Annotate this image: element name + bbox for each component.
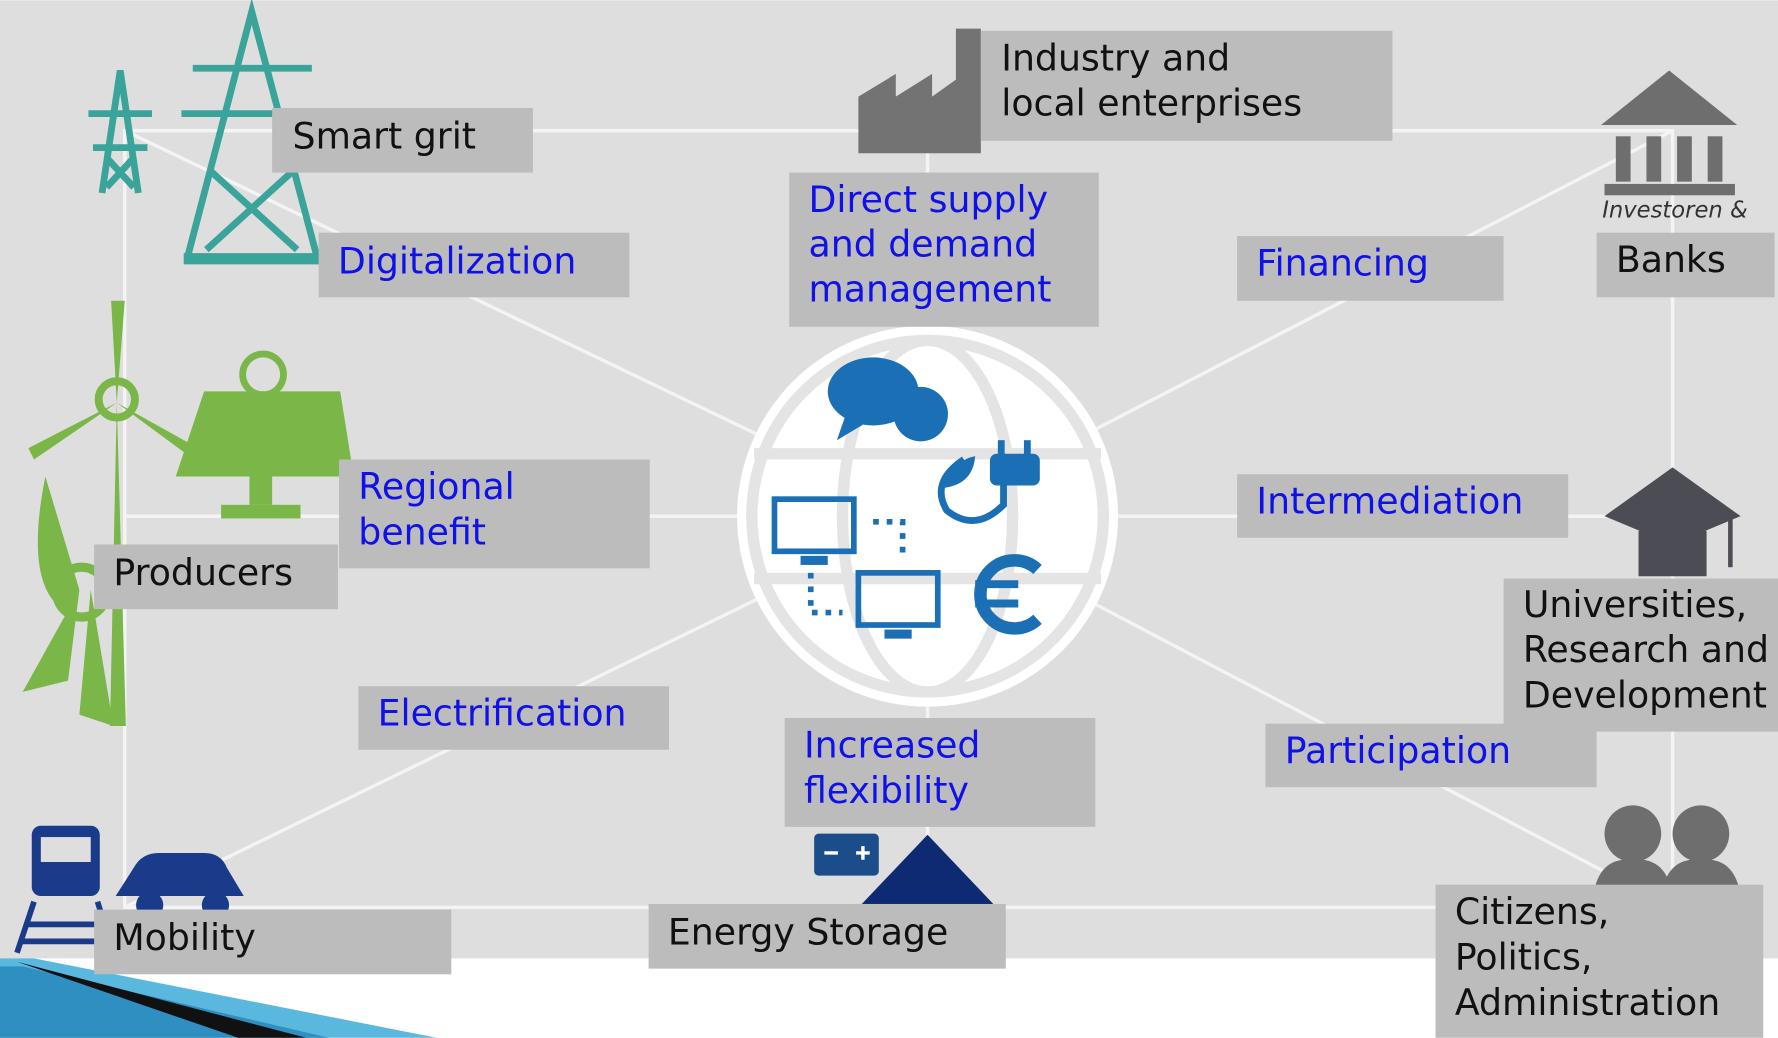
stakeholder-label: Banks: [1616, 238, 1726, 281]
train-window: [41, 837, 91, 862]
plug-pin: [998, 440, 1005, 456]
plug-icon: [990, 454, 1040, 486]
person-head: [1673, 805, 1730, 862]
stakeholder-label: Energy Storage: [668, 911, 948, 954]
stakeholder-label: Producers: [113, 551, 293, 594]
stakeholder-label: Industry and: [1001, 36, 1230, 79]
function-label: Digitalization: [338, 239, 576, 282]
bank-base: [1605, 184, 1735, 195]
function-label: Regional: [358, 465, 514, 508]
diagram: Investoren &: [0, 0, 1778, 1038]
stakeholder-label: Administration: [1455, 981, 1720, 1024]
stakeholder-label: Citizens,: [1455, 890, 1609, 933]
stakeholder-label: Universities,: [1523, 583, 1747, 626]
function-label: Direct supply: [808, 178, 1048, 221]
bank-column: [1708, 136, 1723, 181]
monitor-stand: [884, 630, 911, 639]
plug-pin: [1024, 440, 1031, 456]
globe: [737, 326, 1118, 707]
bank-column: [1677, 136, 1692, 181]
panel: [176, 391, 354, 476]
cap-band: [1639, 531, 1707, 576]
stakeholder-label: Mobility: [113, 916, 255, 959]
stakeholder-label: local enterprises: [1001, 82, 1302, 125]
function-label: flexibility: [804, 769, 969, 812]
person-head: [1605, 805, 1662, 862]
panel-foot: [221, 505, 300, 519]
panel-stand: [249, 476, 272, 504]
function-label: Financing: [1256, 242, 1429, 285]
function-label: and demand: [808, 222, 1037, 265]
bank-column: [1616, 136, 1631, 181]
bank-column: [1646, 136, 1661, 181]
function-label: management: [808, 268, 1051, 311]
stakeholder-label: Development: [1523, 674, 1767, 717]
function-label: Electrification: [378, 692, 627, 735]
monitor-stand: [801, 556, 828, 565]
stakeholder-label: Smart grit: [293, 115, 476, 158]
globe-disc: [737, 326, 1118, 707]
function-label: Participation: [1285, 729, 1511, 772]
stakeholder-label: Research and: [1523, 628, 1769, 671]
stakeholder-label: Politics,: [1455, 936, 1593, 979]
function-label: Intermediation: [1256, 480, 1523, 523]
function-label: benefit: [358, 510, 486, 553]
function-label: Increased: [804, 723, 981, 766]
cap-tassel: [1728, 516, 1733, 567]
icon-caption: Investoren &: [1602, 198, 1747, 224]
speech-bubble-icon: [894, 387, 948, 441]
